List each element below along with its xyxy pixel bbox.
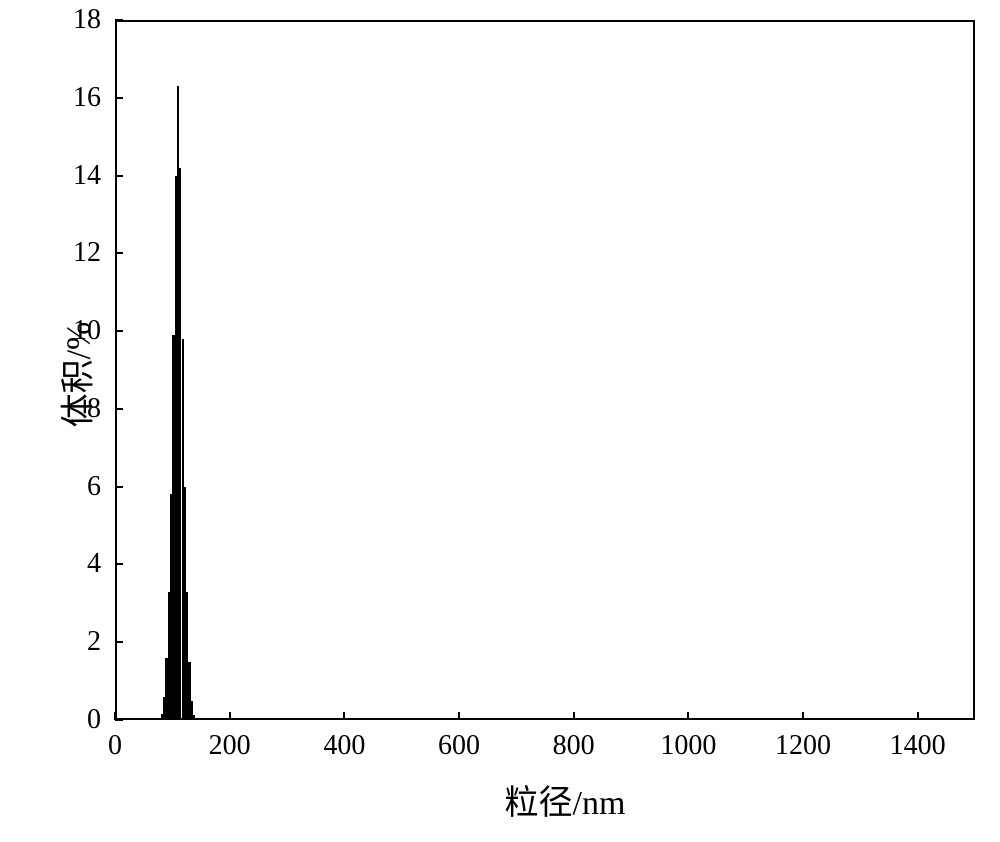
x-tick-label: 1200 [763, 730, 843, 762]
y-tick-label: 10 [41, 315, 101, 347]
x-tick-mark [802, 712, 804, 720]
y-tick-mark [115, 408, 123, 410]
x-tick-label: 1000 [648, 730, 728, 762]
y-tick-label: 18 [41, 4, 101, 36]
y-tick-mark [115, 19, 123, 21]
y-tick-label: 12 [41, 237, 101, 269]
y-tick-mark [115, 486, 123, 488]
x-tick-mark [573, 712, 575, 720]
x-tick-label: 600 [419, 730, 499, 762]
y-tick-mark [115, 97, 123, 99]
x-tick-label: 1400 [878, 730, 958, 762]
y-tick-mark [115, 175, 123, 177]
y-tick-label: 14 [41, 160, 101, 192]
y-tick-label: 4 [41, 548, 101, 580]
x-tick-mark [114, 712, 116, 720]
x-tick-mark [917, 712, 919, 720]
plot-area [115, 20, 975, 720]
x-tick-mark [687, 712, 689, 720]
x-tick-label: 200 [190, 730, 270, 762]
y-tick-label: 16 [41, 82, 101, 114]
chart-figure: 体积/% 粒径/nm 024681012141618 0200400600800… [0, 0, 1000, 842]
y-tick-label: 6 [41, 471, 101, 503]
data-bar [193, 715, 195, 720]
y-tick-mark [115, 719, 123, 721]
x-axis-label: 粒径/nm [465, 775, 665, 824]
x-tick-mark [343, 712, 345, 720]
y-tick-mark [115, 563, 123, 565]
y-tick-mark [115, 252, 123, 254]
x-tick-label: 400 [304, 730, 384, 762]
y-tick-mark [115, 330, 123, 332]
x-tick-label: 800 [534, 730, 614, 762]
x-tick-label: 0 [75, 730, 155, 762]
x-tick-mark [229, 712, 231, 720]
y-tick-label: 2 [41, 626, 101, 658]
y-tick-mark [115, 641, 123, 643]
x-tick-mark [458, 712, 460, 720]
y-tick-label: 8 [41, 393, 101, 425]
